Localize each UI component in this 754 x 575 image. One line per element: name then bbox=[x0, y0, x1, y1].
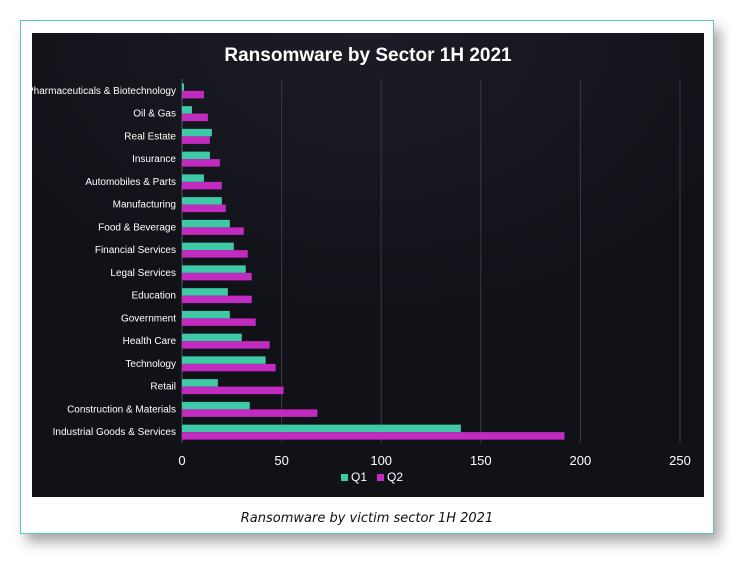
bar-q2 bbox=[182, 136, 210, 144]
bar-q2 bbox=[182, 363, 276, 372]
bar-q2 bbox=[182, 341, 270, 349]
bar-q2 bbox=[182, 250, 248, 258]
bar-q1 bbox=[182, 288, 228, 296]
bar-q1 bbox=[182, 197, 222, 205]
category-label: Pharmaceuticals & Biotechnology bbox=[32, 86, 176, 97]
x-tick-label: 100 bbox=[370, 453, 392, 468]
category-label: Government bbox=[121, 313, 176, 324]
bar-q2 bbox=[182, 295, 252, 304]
category-label: Technology bbox=[125, 359, 176, 370]
category-labels: Pharmaceuticals & Biotechnology Oil & Gas… bbox=[27, 86, 177, 438]
bar-q1 bbox=[182, 128, 212, 137]
bar-q1 bbox=[182, 310, 230, 319]
bar-q1 bbox=[182, 401, 250, 410]
bar-q2 bbox=[182, 432, 565, 440]
category-label: Insurance bbox=[132, 154, 176, 165]
category-label: Legal Services bbox=[110, 268, 176, 279]
bars-group bbox=[182, 83, 565, 440]
bar-q1 bbox=[182, 242, 234, 251]
bar-q2 bbox=[182, 181, 222, 190]
chart-background bbox=[32, 33, 704, 497]
bar-q2 bbox=[182, 227, 244, 235]
x-tick-label: 50 bbox=[274, 453, 288, 468]
bar-q2 bbox=[182, 386, 284, 395]
legend-swatch-q1 bbox=[341, 474, 348, 481]
chart-panel: Ransomware by Sector 1H 2021 Pharmaceuti… bbox=[27, 33, 704, 497]
legend-label-q2: Q2 bbox=[387, 470, 403, 484]
x-tick-label: 250 bbox=[669, 453, 691, 468]
bar-q1 bbox=[182, 106, 192, 114]
bar-q1 bbox=[182, 424, 461, 433]
x-tick-labels: 0 50 100 150 200 250 bbox=[178, 453, 690, 468]
bar-q2 bbox=[182, 204, 226, 213]
category-label: Real Estate bbox=[124, 131, 176, 142]
category-label: Construction & Materials bbox=[67, 404, 176, 415]
legend-label-q1: Q1 bbox=[351, 470, 367, 484]
x-tick-label: 200 bbox=[570, 453, 592, 468]
bar-q1 bbox=[182, 379, 218, 387]
category-label: Manufacturing bbox=[113, 200, 176, 211]
bar-q2 bbox=[182, 159, 220, 167]
x-tick-label: 150 bbox=[470, 453, 492, 468]
legend: Q1 Q2 bbox=[341, 470, 403, 484]
bar-q1 bbox=[182, 219, 230, 228]
category-label: Health Care bbox=[123, 336, 177, 347]
chart-title: Ransomware by Sector 1H 2021 bbox=[224, 45, 512, 66]
category-label: Retail bbox=[150, 382, 176, 393]
bar-q1 bbox=[182, 174, 204, 182]
category-label: Food & Beverage bbox=[98, 222, 176, 233]
bar-q1 bbox=[182, 83, 184, 91]
bar-q1 bbox=[182, 356, 266, 364]
bar-q1 bbox=[182, 151, 210, 160]
figure-caption: Ransomware by victim sector 1H 2021 bbox=[240, 511, 494, 526]
legend-swatch-q2 bbox=[377, 474, 384, 481]
bar-q2 bbox=[182, 409, 318, 417]
category-label: Education bbox=[132, 291, 176, 302]
figure-frame: Ransomware by Sector 1H 2021 Pharmaceuti… bbox=[20, 20, 714, 534]
bar-q2 bbox=[182, 272, 252, 281]
category-label: Oil & Gas bbox=[133, 109, 176, 120]
category-label: Financial Services bbox=[95, 245, 176, 256]
bar-q2 bbox=[182, 318, 256, 326]
bar-q2 bbox=[182, 113, 208, 122]
x-tick-label: 0 bbox=[178, 453, 185, 468]
ransomware-bar-chart: Ransomware by Sector 1H 2021 Pharmaceuti… bbox=[27, 33, 704, 497]
category-label: Industrial Goods & Services bbox=[53, 427, 176, 438]
bar-q2 bbox=[182, 90, 204, 99]
bar-q1 bbox=[182, 333, 242, 342]
category-label: Automobiles & Parts bbox=[85, 177, 176, 188]
bar-q1 bbox=[182, 265, 246, 273]
